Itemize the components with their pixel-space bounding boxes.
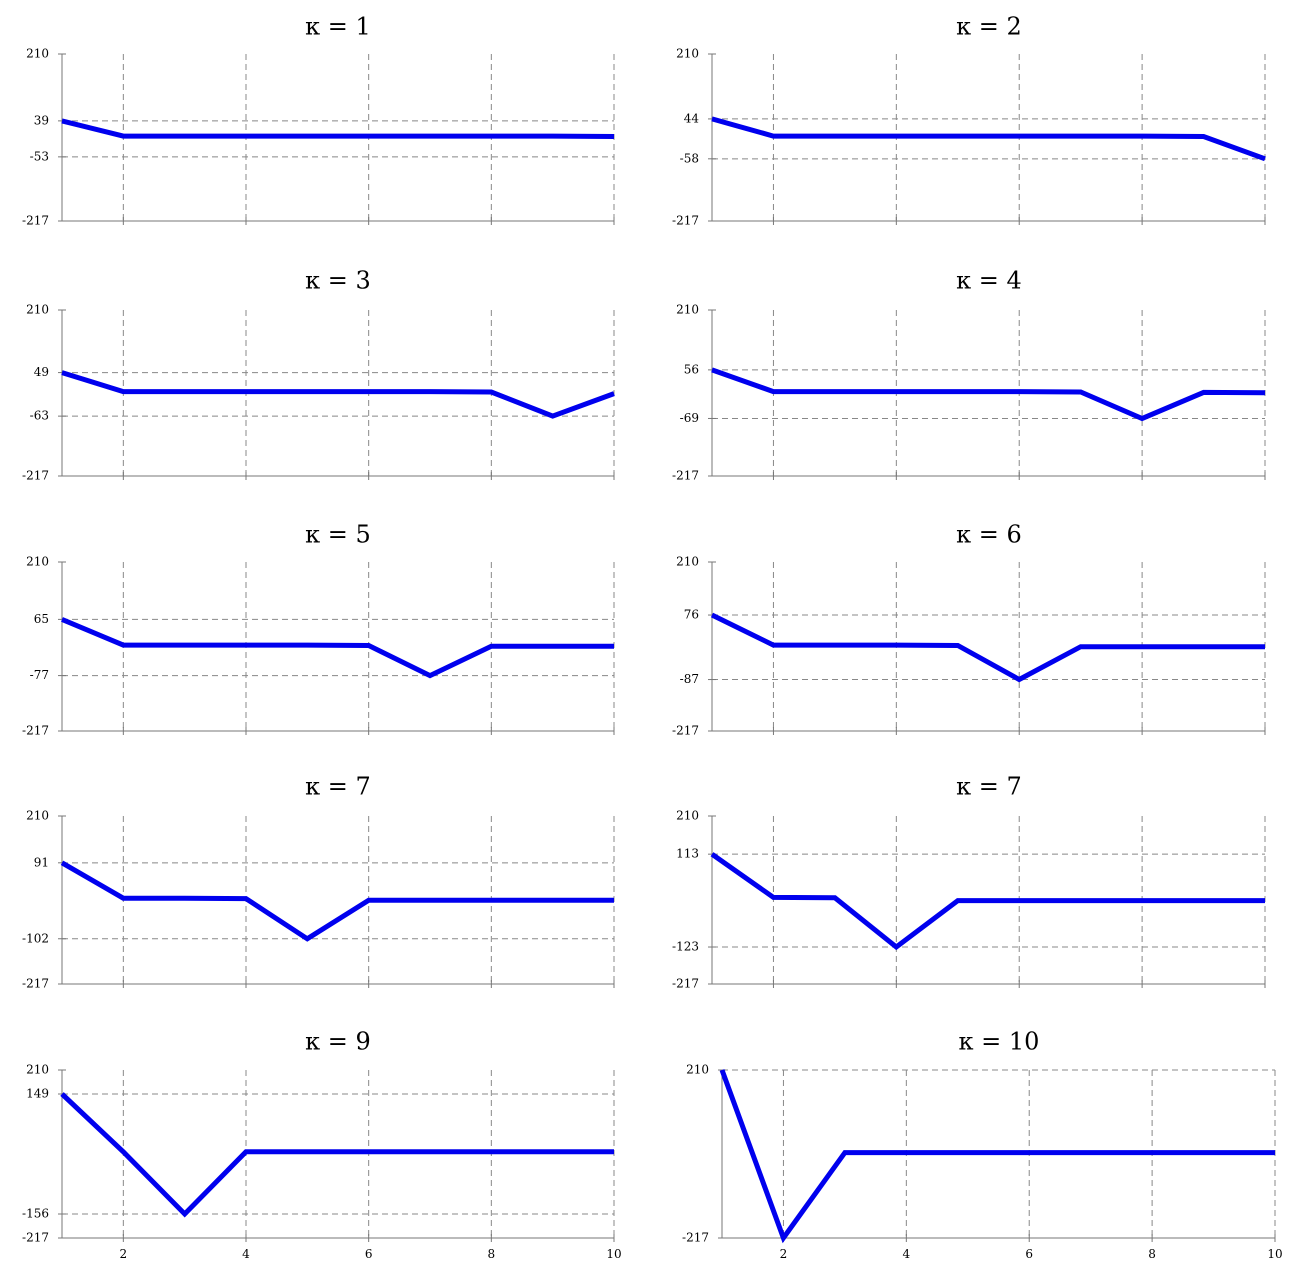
y-tick-label: -217 bbox=[672, 977, 699, 991]
panel-title: κ = 10 bbox=[959, 1028, 1040, 1056]
y-tick-label: -217 bbox=[672, 724, 699, 738]
y-tick-label: -69 bbox=[680, 411, 699, 425]
x-tick-label: 6 bbox=[365, 1247, 373, 1261]
y-tick-label: 210 bbox=[26, 303, 49, 317]
chart-panel-1: κ = 1 210 39 -53 -217 bbox=[22, 13, 615, 228]
x-tick-label: 4 bbox=[242, 1247, 250, 1261]
y-tick-label: 76 bbox=[684, 608, 699, 622]
x-tick-label: 2 bbox=[120, 1247, 128, 1261]
y-tick-label: 210 bbox=[686, 1063, 709, 1077]
y-tick-label: 210 bbox=[676, 555, 699, 569]
y-tick-label: -217 bbox=[22, 214, 49, 228]
chart-panel-3: κ = 3 210 49 -63 -217 bbox=[22, 267, 615, 483]
series-line bbox=[710, 852, 1265, 951]
y-tick-label: 210 bbox=[26, 47, 49, 61]
y-tick-label: -217 bbox=[682, 1231, 709, 1245]
panel-title: κ = 5 bbox=[305, 521, 371, 549]
series-line bbox=[60, 1092, 614, 1218]
series-line bbox=[61, 617, 614, 679]
y-tick-label: 39 bbox=[34, 113, 49, 127]
x-tick-label: 6 bbox=[1025, 1247, 1033, 1261]
x-tick-label: 10 bbox=[1267, 1247, 1282, 1261]
y-tick-label: 44 bbox=[684, 111, 700, 125]
y-tick-label: -217 bbox=[672, 469, 699, 483]
y-tick-label: -217 bbox=[22, 724, 49, 738]
panel-title: κ = 2 bbox=[956, 13, 1022, 41]
series-line bbox=[711, 116, 1266, 162]
y-tick-label: 210 bbox=[676, 47, 699, 61]
y-tick-label: -58 bbox=[680, 151, 699, 165]
chart-panel-2: κ = 2 210 44 -58 -217 bbox=[672, 13, 1266, 228]
x-tick-label: 4 bbox=[903, 1247, 911, 1261]
y-tick-label: -63 bbox=[30, 409, 49, 423]
y-tick-label: 113 bbox=[676, 847, 699, 861]
panel-title: κ = 6 bbox=[956, 521, 1022, 549]
y-tick-label: -217 bbox=[22, 469, 49, 483]
y-tick-label: -217 bbox=[22, 977, 49, 991]
x-tick-label: 8 bbox=[488, 1247, 496, 1261]
y-tick-label: -53 bbox=[30, 149, 49, 163]
series-line bbox=[61, 118, 615, 139]
panel-title: κ = 3 bbox=[305, 267, 371, 295]
chart-panel-8: κ = 7 210 113 -123 -217 bbox=[672, 773, 1266, 991]
y-tick-label: -217 bbox=[672, 214, 699, 228]
y-tick-label: 149 bbox=[26, 1087, 49, 1101]
y-tick-label: -77 bbox=[30, 668, 49, 682]
chart-panel-6: κ = 6 210 76 -87 -217 bbox=[672, 521, 1266, 738]
panel-title: κ = 4 bbox=[956, 267, 1022, 295]
y-tick-label: 210 bbox=[26, 1063, 49, 1077]
series-line bbox=[61, 370, 615, 419]
panel-title: κ = 9 bbox=[305, 1028, 371, 1056]
series-line bbox=[710, 612, 1265, 683]
chart-panel-4: κ = 4 210 56 -69 -217 bbox=[672, 267, 1266, 483]
chart-panel-7: κ = 7 210 91 -102 -217 bbox=[22, 773, 615, 991]
y-tick-label: -156 bbox=[22, 1207, 49, 1221]
y-tick-label: 49 bbox=[34, 365, 49, 379]
y-tick-label: 91 bbox=[34, 855, 49, 869]
y-tick-label: -123 bbox=[672, 940, 699, 954]
y-tick-label: 210 bbox=[676, 303, 699, 317]
y-tick-label: 210 bbox=[676, 809, 699, 823]
series-line bbox=[711, 367, 1266, 422]
panel-title: κ = 7 bbox=[305, 773, 371, 801]
series-line bbox=[60, 860, 614, 942]
chart-panel-10: κ = 10 210 -217 2 4 6 8 10 bbox=[682, 1028, 1283, 1262]
panel-title: κ = 7 bbox=[956, 773, 1022, 801]
y-tick-label: 210 bbox=[26, 555, 49, 569]
y-tick-label: 56 bbox=[684, 362, 699, 376]
chart-panel-9: κ = 9 210 149 -156 -217 2 4 6 8 10 bbox=[22, 1028, 622, 1262]
y-tick-label: 210 bbox=[26, 809, 49, 823]
chart-panel-5: κ = 5 210 65 -77 -217 bbox=[22, 521, 615, 738]
y-tick-label: -87 bbox=[680, 672, 699, 686]
panel-title: κ = 1 bbox=[305, 13, 371, 41]
x-tick-label: 8 bbox=[1148, 1247, 1156, 1261]
series-line bbox=[719, 1069, 1275, 1244]
y-tick-label: -217 bbox=[22, 1231, 49, 1245]
x-tick-label: 10 bbox=[606, 1247, 621, 1261]
x-tick-label: 2 bbox=[780, 1247, 788, 1261]
y-tick-label: -102 bbox=[22, 931, 49, 945]
y-tick-label: 65 bbox=[34, 612, 49, 626]
